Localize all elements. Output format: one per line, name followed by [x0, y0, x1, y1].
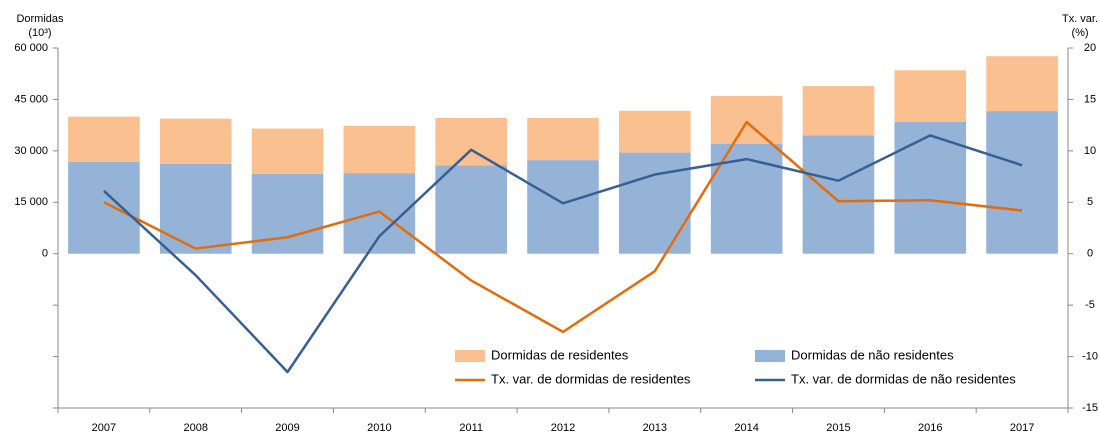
line [103, 120, 1023, 334]
bar [802, 86, 875, 136]
bar [619, 152, 691, 254]
legend-label: Dormidas de residentes [491, 347, 629, 362]
bar [68, 161, 140, 254]
x-tick-label: 2013 [643, 422, 667, 434]
bar [159, 118, 232, 164]
y2-axis-label: Tx. var. [1062, 13, 1098, 25]
y2-tick-label: -10 [1082, 350, 1098, 362]
y-tick-label: 15 000 [14, 196, 48, 208]
y-tick-label: 60 000 [14, 42, 48, 54]
bar [435, 165, 507, 254]
y2-tick-label: -5 [1085, 299, 1095, 311]
legend-swatch [455, 350, 485, 362]
bar [619, 110, 691, 153]
bar [986, 111, 1058, 254]
x-tick-label: 2017 [1010, 422, 1034, 434]
x-tick-label: 2009 [275, 422, 299, 434]
x-tick-label: 2008 [183, 422, 207, 434]
y2-tick-label: 10 [1084, 145, 1096, 157]
bar [343, 125, 416, 174]
y-tick-label: 45 000 [14, 93, 48, 105]
bar [894, 121, 967, 254]
y-axis-unit: (10³) [28, 27, 51, 39]
x-tick-label: 2010 [367, 422, 391, 434]
bar [527, 117, 599, 161]
x-tick-label: 2014 [734, 422, 758, 434]
x-tick-label: 2012 [551, 422, 575, 434]
y2-tick-label: 5 [1087, 196, 1093, 208]
bar [710, 96, 783, 144]
x-tick-label: 2007 [92, 422, 116, 434]
bar [251, 128, 324, 174]
y-tick-label: 0 [42, 248, 48, 260]
y2-axis-unit: (%) [1071, 27, 1088, 39]
y2-tick-label: -15 [1082, 402, 1098, 414]
bar [435, 117, 507, 166]
x-tick-label: 2011 [459, 422, 483, 434]
legend-label: Dormidas de não residentes [791, 347, 954, 362]
bar [986, 56, 1058, 112]
bar [527, 160, 599, 254]
x-tick-label: 2016 [918, 422, 942, 434]
y2-tick-label: 0 [1087, 248, 1093, 260]
y-tick-label: 30 000 [14, 145, 48, 157]
legend-label: Tx. var. de dormidas de residentes [491, 371, 691, 386]
x-tick-label: 2015 [826, 422, 850, 434]
legend-swatch [755, 350, 785, 362]
bar [894, 70, 967, 122]
y-axis-label: Dormidas [16, 13, 64, 25]
legend-box [445, 343, 1045, 393]
bar [802, 135, 875, 254]
y2-tick-label: 20 [1084, 42, 1096, 54]
legend-label: Tx. var. de dormidas de não residentes [791, 371, 1016, 386]
bar [251, 173, 324, 254]
y2-tick-label: 15 [1084, 93, 1096, 105]
bar [68, 116, 140, 162]
bar [159, 163, 232, 254]
line [103, 134, 1023, 374]
